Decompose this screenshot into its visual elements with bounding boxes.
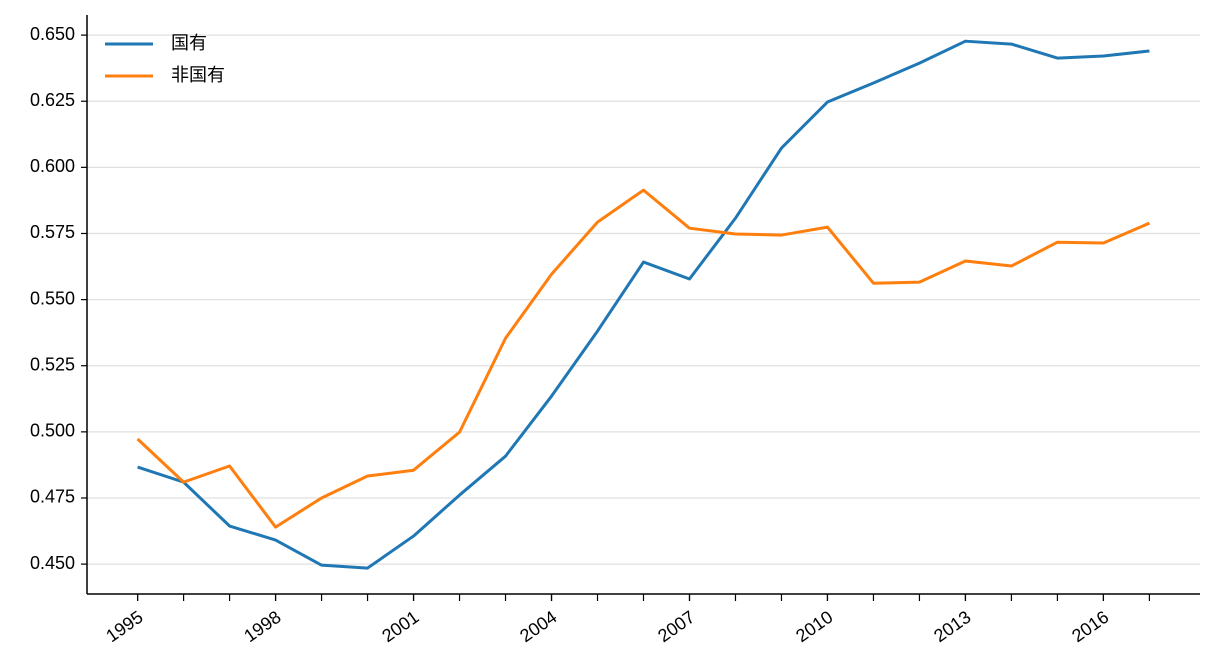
y-tick-label: 0.475: [30, 487, 75, 507]
legend-label: 国有: [171, 33, 207, 53]
y-tick-label: 0.650: [30, 24, 75, 44]
y-tick-label: 0.500: [30, 421, 75, 441]
x-tick-label: 2016: [1068, 607, 1112, 646]
y-tick-label: 0.525: [30, 354, 75, 374]
y-tick-label: 0.625: [30, 90, 75, 110]
series-line: [136, 188, 1151, 529]
series-line: [137, 39, 1150, 570]
y-tick-label: 0.575: [30, 222, 75, 242]
x-tick-label: 1998: [240, 607, 284, 646]
x-tick-label: 2004: [516, 607, 560, 646]
x-tick-label: 2010: [792, 607, 836, 646]
y-tick-label: 0.450: [30, 553, 75, 573]
y-tick-label: 0.600: [30, 156, 75, 176]
x-tick-label: 2013: [930, 607, 974, 646]
x-tick-label: 2001: [378, 607, 422, 646]
y-tick-label: 0.550: [30, 288, 75, 308]
x-tick-label: 2007: [654, 607, 698, 646]
legend-label: 非国有: [171, 65, 225, 85]
x-tick-label: 1995: [102, 607, 146, 646]
